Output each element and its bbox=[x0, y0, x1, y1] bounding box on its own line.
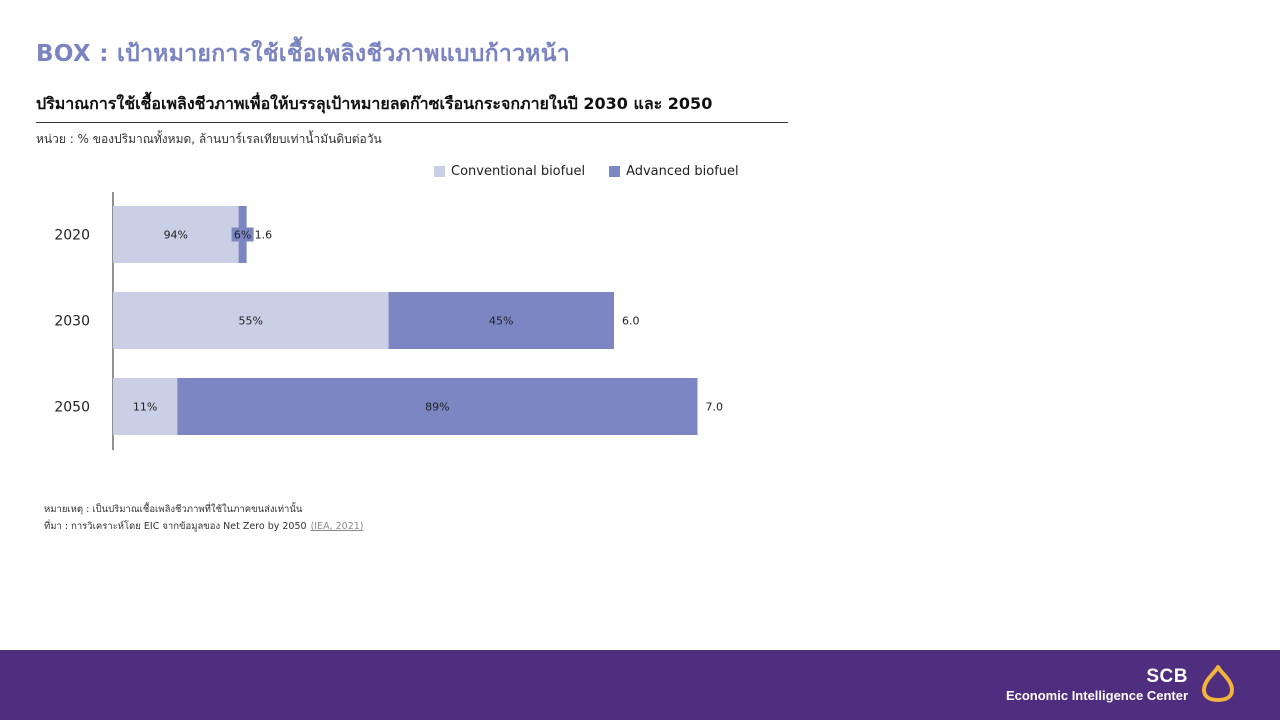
scb-house-icon bbox=[1202, 665, 1234, 702]
bar-conventional-2020 bbox=[113, 206, 239, 263]
y-tick-label-2020: 2020 bbox=[54, 228, 90, 244]
total-label-2030: 6.0 bbox=[622, 315, 640, 328]
chart-legend: Conventional biofuel Advanced biofuel bbox=[434, 164, 763, 179]
box-title: BOX : เป้าหมายการใช้เชื้อเพลิงชีวภาพแบบก… bbox=[36, 41, 571, 67]
y-tick-label-2030: 2030 bbox=[54, 314, 90, 330]
note-remark: หมายเหตุ : เป็นปริมาณเชื้อเพลิงชีวภาพที่… bbox=[44, 502, 302, 517]
legend-label-advanced: Advanced biofuel bbox=[626, 164, 739, 179]
legend-swatch-advanced bbox=[609, 166, 621, 177]
data-label-bg-2020-1 bbox=[231, 227, 254, 242]
total-label-2050: 7.0 bbox=[706, 401, 724, 414]
note-source: ที่มา : การวิเคราะห์โดย EIC จากข้อมูลของ… bbox=[44, 519, 364, 534]
legend-item-advanced: Advanced biofuel bbox=[609, 164, 739, 179]
bar-advanced-2050 bbox=[177, 378, 698, 435]
total-label-2020: 1.6 bbox=[255, 229, 273, 242]
footer-bar: SCB Economic Intelligence Center bbox=[0, 650, 1280, 720]
bar-conventional-2050 bbox=[113, 378, 178, 435]
bar-advanced-2030 bbox=[388, 292, 614, 349]
footer-brand: SCB bbox=[1146, 666, 1188, 687]
note-remark-text: หมายเหตุ : เป็นปริมาณเชื้อเพลิงชีวภาพที่… bbox=[44, 504, 303, 515]
footer-center-name: Economic Intelligence Center bbox=[1005, 688, 1188, 703]
data-label-advanced-2050: 89% bbox=[425, 401, 449, 414]
unit-label: หน่วย : % ของปริมาณทั้งหมด, ล้านบาร์เรลเ… bbox=[36, 132, 382, 146]
title-divider bbox=[36, 122, 788, 123]
legend-item-conventional: Conventional biofuel bbox=[434, 164, 585, 179]
data-label-advanced-2030: 45% bbox=[489, 315, 513, 328]
chart-title: ปริมาณการใช้เชื้อเพลิงชีวภาพเพื่อให้บรรล… bbox=[36, 94, 713, 113]
source-link[interactable]: (IEA, 2021) bbox=[310, 521, 364, 532]
stacked-bar-chart: 2020 94% 6% 1.6 2030 55% 45% 6.0 2050 11% 89% 7.0 bbox=[54, 192, 724, 450]
data-label-conventional-2030: 55% bbox=[239, 315, 263, 328]
data-label-conventional-2020: 94% bbox=[164, 229, 188, 242]
legend-label-conventional: Conventional biofuel bbox=[451, 164, 586, 179]
y-tick-label-2050: 2050 bbox=[54, 400, 90, 416]
data-label-advanced-2020: 6% bbox=[234, 229, 251, 242]
bar-conventional-2030 bbox=[113, 292, 389, 349]
legend-swatch-conventional bbox=[434, 166, 445, 177]
note-source-text: ที่มา : การวิเคราะห์โดย EIC จากข้อมูลของ… bbox=[44, 521, 307, 532]
data-label-conventional-2050: 11% bbox=[133, 401, 157, 414]
